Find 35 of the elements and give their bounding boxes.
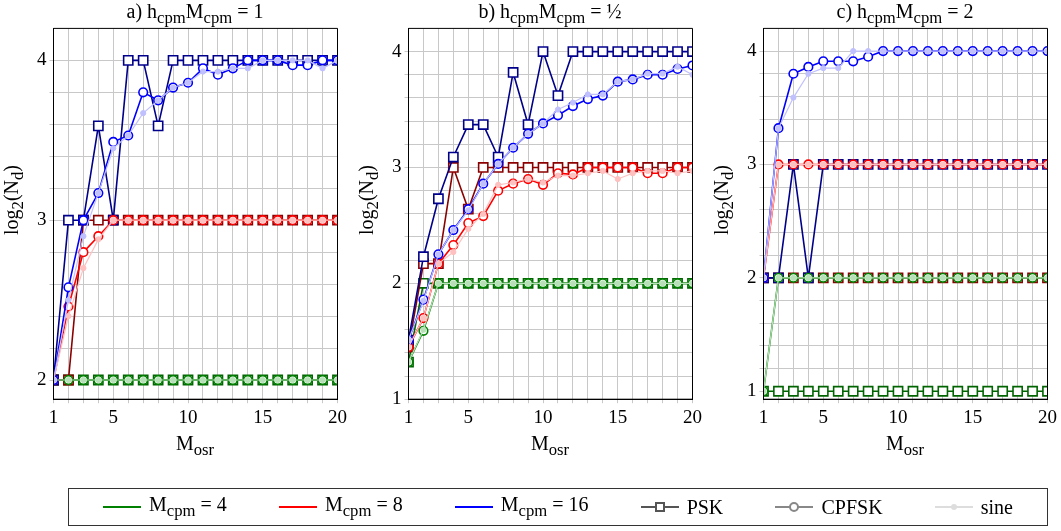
x-tick-label: 20 xyxy=(328,405,347,427)
chart-title: b) h$_{cpm}$M$_{cpm}$ = ½ xyxy=(477,0,623,29)
legend-label: sine xyxy=(980,495,1013,519)
legend-label: M$_{cpm}$ = 4 xyxy=(149,493,227,521)
x-axis-title: M$_{osr}$ xyxy=(529,432,571,460)
x-tick-label: 5 xyxy=(463,405,474,427)
x-tick-label: 10 xyxy=(178,405,198,427)
y-tick-label: 3 xyxy=(747,152,757,174)
legend-label: M$_{cpm}$ = 8 xyxy=(324,493,403,521)
y-tick-label: 4 xyxy=(747,39,757,61)
x-tick-label: 10 xyxy=(888,405,908,427)
chart-title: c) h$_{cpm}$M$_{cpm}$ = 2 xyxy=(835,0,975,29)
x-tick-label: 5 xyxy=(108,405,119,427)
y-tick-label: 2 xyxy=(747,265,757,287)
legend-label: PSK xyxy=(686,495,724,519)
x-tick-label: 20 xyxy=(683,405,702,427)
x-tick-label: 10 xyxy=(533,405,553,427)
chart-title: a) h$_{cpm}$M$_{cpm}$ = 1 xyxy=(125,0,265,29)
y-tick-label: 2 xyxy=(392,271,402,293)
y-tick-label: 1 xyxy=(392,387,402,409)
y-tick-label: 4 xyxy=(37,48,47,70)
y-tick-label: 2 xyxy=(37,368,47,390)
x-tick-label: 15 xyxy=(253,405,273,427)
y-tick-label: 1 xyxy=(747,379,757,401)
y-tick-label: 4 xyxy=(392,39,402,61)
x-axis-title: M$_{osr}$ xyxy=(174,432,216,460)
x-tick-label: 5 xyxy=(818,405,829,427)
legend-label: M$_{cpm}$ = 16 xyxy=(500,493,589,521)
y-tick-label: 3 xyxy=(37,208,47,230)
x-tick-label: 20 xyxy=(1038,405,1057,427)
x-axis-title: M$_{osr}$ xyxy=(884,432,926,460)
y-tick-label: 3 xyxy=(392,155,402,177)
x-tick-label: 15 xyxy=(963,405,983,427)
x-tick-label: 15 xyxy=(608,405,628,427)
legend-label: CPFSK xyxy=(821,495,883,519)
